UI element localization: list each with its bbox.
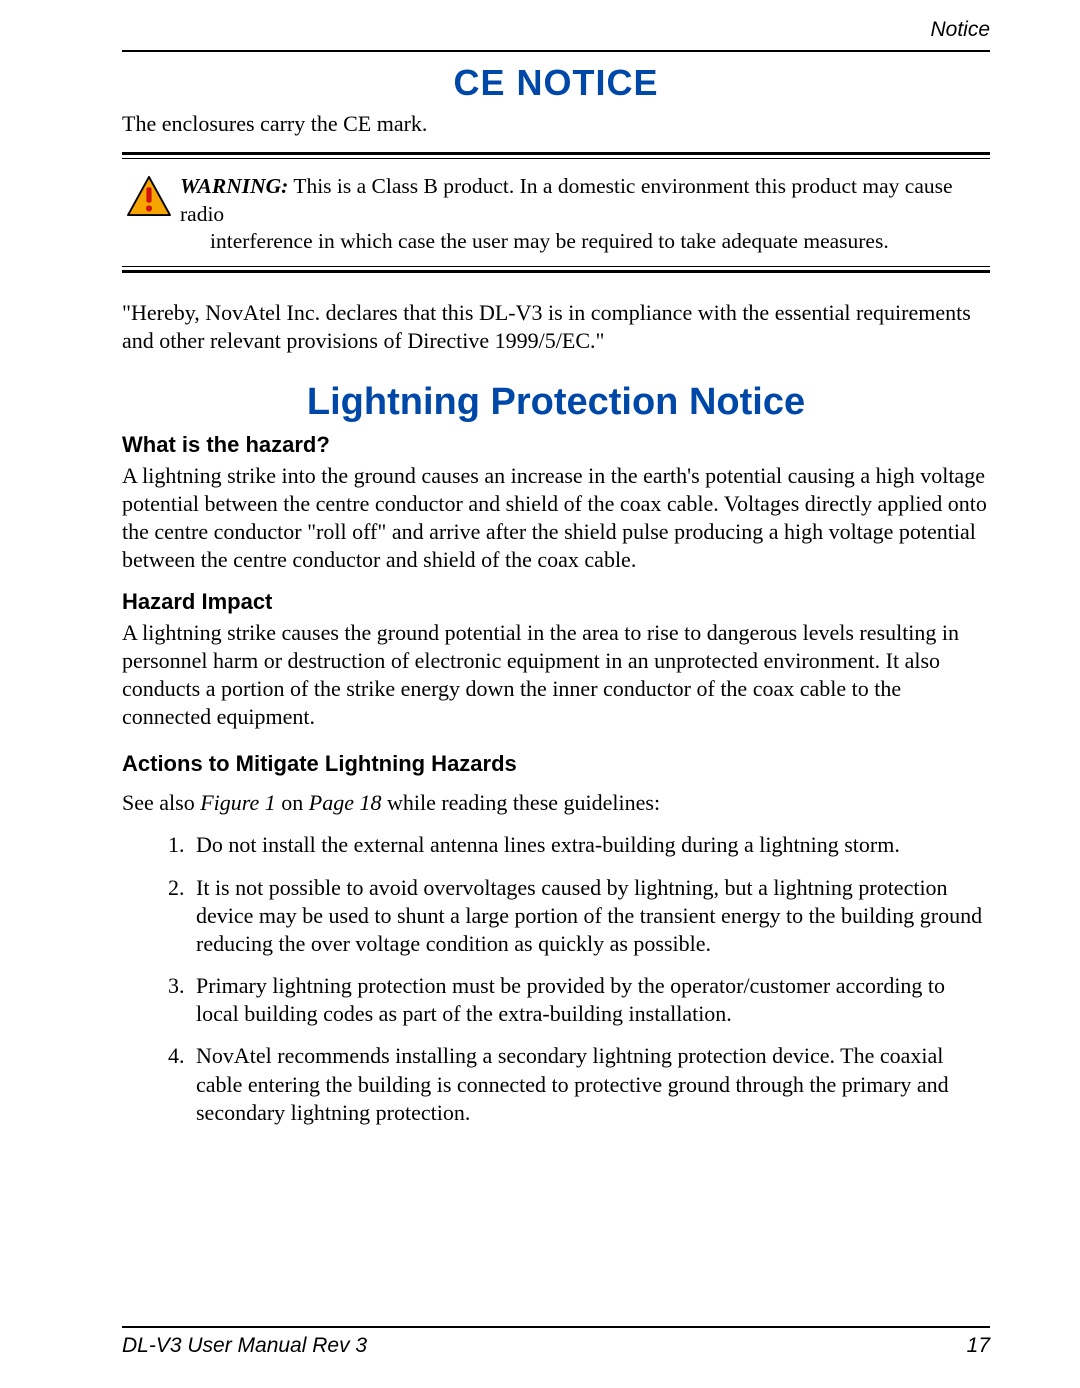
impact-heading: Hazard Impact bbox=[122, 589, 990, 615]
see-suffix: while reading these guidelines: bbox=[381, 790, 660, 815]
impact-text: A lightning strike causes the ground pot… bbox=[122, 619, 990, 732]
actions-see-also: See also Figure 1 on Page 18 while readi… bbox=[122, 789, 990, 817]
warning-label: WARNING: bbox=[180, 174, 288, 198]
footer: DL-V3 User Manual Rev 3 17 bbox=[122, 1326, 990, 1358]
warning-line1: This is a Class B product. In a domestic… bbox=[180, 174, 953, 226]
list-item: NovAtel recommends installing a secondar… bbox=[190, 1042, 990, 1126]
warning-rule-top-thick bbox=[122, 152, 990, 155]
warning-text: WARNING: This is a Class B product. In a… bbox=[180, 173, 986, 256]
header-rule bbox=[122, 50, 990, 52]
footer-rule bbox=[122, 1326, 990, 1328]
footer-line: DL-V3 User Manual Rev 3 17 bbox=[122, 1334, 990, 1358]
warning-rule-bottom-thick bbox=[122, 270, 990, 273]
actions-heading: Actions to Mitigate Lightning Hazards bbox=[122, 751, 990, 777]
list-item: Primary lightning protection must be pro… bbox=[190, 972, 990, 1028]
warning-row: WARNING: This is a Class B product. In a… bbox=[122, 159, 990, 266]
lightning-title: Lightning Protection Notice bbox=[122, 381, 990, 424]
see-mid: on bbox=[276, 790, 309, 815]
list-item: Do not install the external antenna line… bbox=[190, 831, 990, 859]
header-label: Notice bbox=[122, 18, 990, 42]
footer-page-number: 17 bbox=[967, 1334, 990, 1358]
warning-block: WARNING: This is a Class B product. In a… bbox=[122, 152, 990, 273]
warning-icon bbox=[126, 175, 172, 222]
actions-list: Do not install the external antenna line… bbox=[190, 831, 990, 1126]
compliance-text: "Hereby, NovAtel Inc. declares that this… bbox=[122, 299, 990, 355]
list-item: It is not possible to avoid overvoltages… bbox=[190, 874, 990, 958]
see-page-ref: Page 18 bbox=[309, 790, 382, 815]
hazard-heading: What is the hazard? bbox=[122, 432, 990, 458]
ce-intro-text: The enclosures carry the CE mark. bbox=[122, 110, 990, 138]
page: Notice CE NOTICE The enclosures carry th… bbox=[0, 0, 1080, 1388]
ce-notice-title: CE NOTICE bbox=[122, 62, 990, 104]
warning-rule-bottom-thin bbox=[122, 266, 990, 267]
warning-line2: interference in which case the user may … bbox=[180, 228, 986, 256]
footer-left: DL-V3 User Manual Rev 3 bbox=[122, 1334, 367, 1358]
see-prefix: See also bbox=[122, 790, 200, 815]
see-figure-ref: Figure 1 bbox=[200, 790, 276, 815]
hazard-text: A lightning strike into the ground cause… bbox=[122, 462, 990, 575]
